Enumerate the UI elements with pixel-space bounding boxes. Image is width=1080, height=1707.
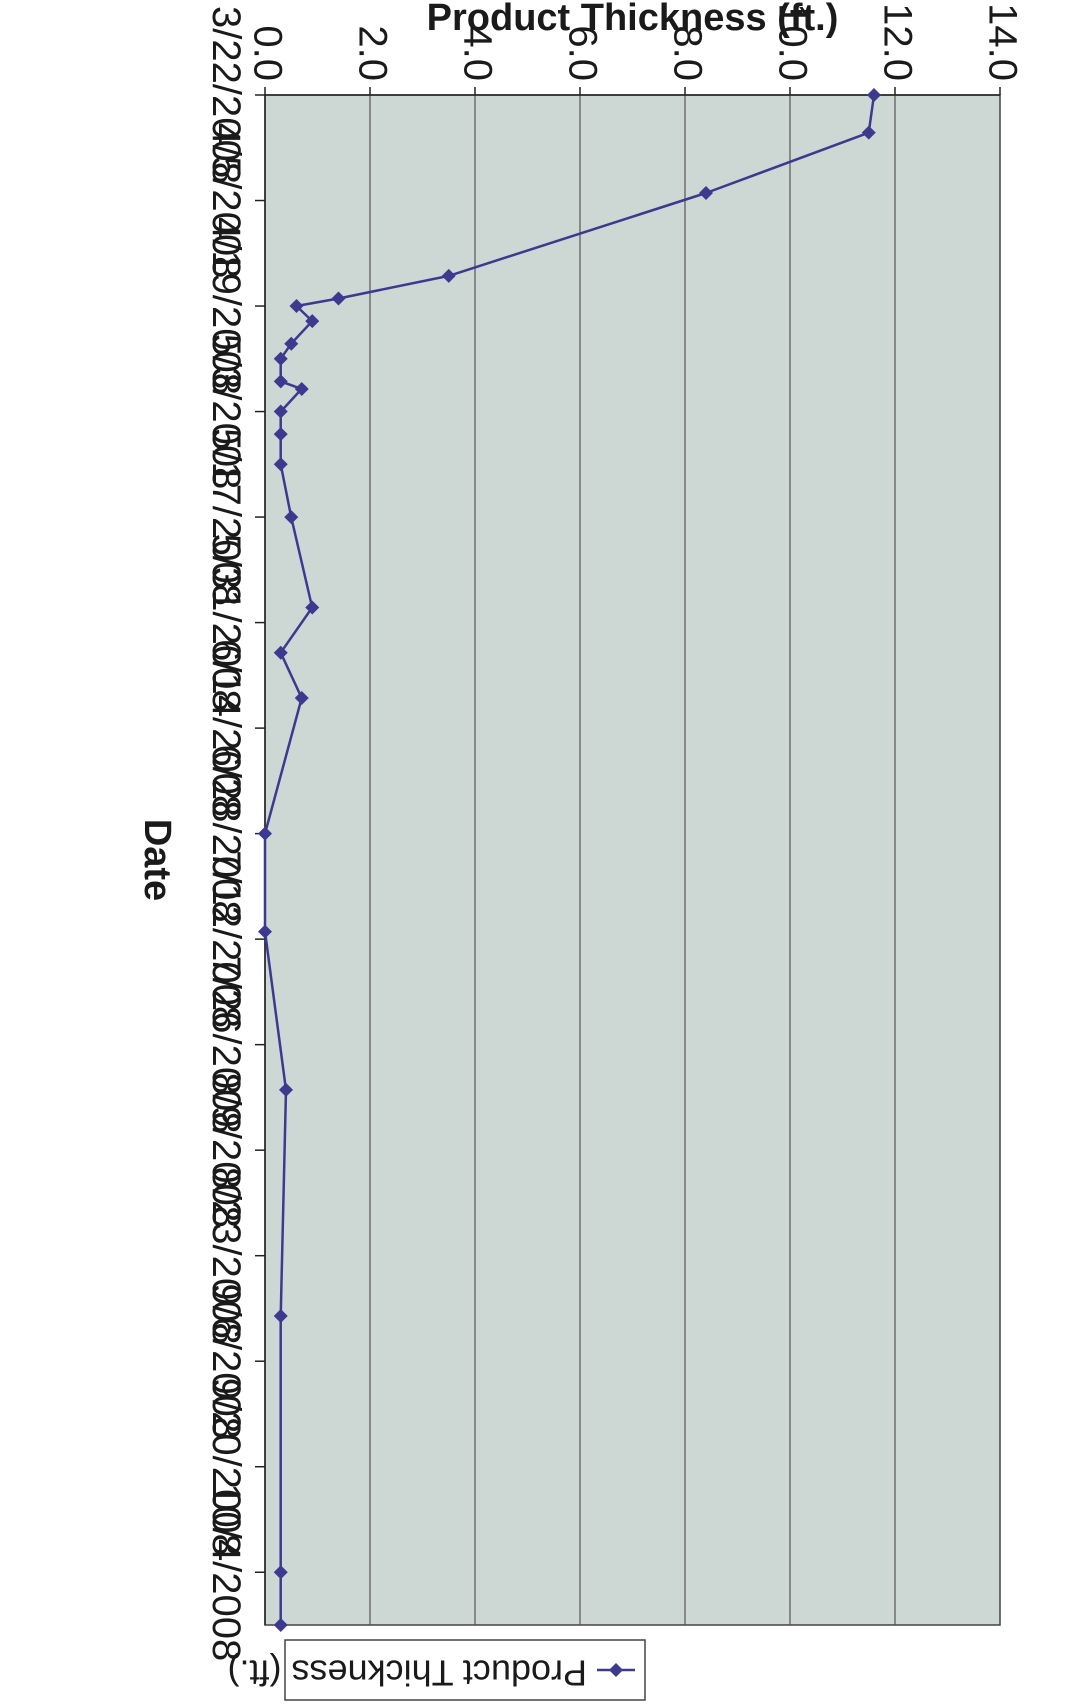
y-tick-label: 8.0	[665, 25, 709, 81]
data-point	[305, 600, 320, 615]
series	[258, 88, 881, 1632]
data-point	[305, 314, 320, 329]
data-point	[273, 1308, 288, 1323]
y-tick-label: 4.0	[455, 25, 499, 81]
data-point	[273, 374, 288, 389]
legend-diamond-marker	[609, 1663, 623, 1677]
data-point	[258, 826, 272, 841]
x-tick-label: 9/6/2008	[204, 1283, 248, 1439]
y-tick-label: 2.0	[350, 25, 394, 81]
data-point	[273, 427, 288, 442]
y-tick-label: 10.0	[770, 3, 814, 81]
data-point	[284, 336, 299, 351]
data-point	[273, 457, 288, 472]
data-point	[289, 299, 304, 314]
x-tick-label: 4/5/2008	[204, 123, 248, 279]
data-point	[273, 1565, 288, 1580]
series-line	[263, 94, 876, 1625]
legend: Product Thickness (ft.)	[228, 1639, 646, 1701]
gridlines	[369, 95, 896, 1625]
y-tick-label: 14.0	[980, 3, 1024, 81]
y-tick-label: 12.0	[875, 3, 919, 81]
data-point	[331, 291, 346, 306]
y-tick-label: 0.0	[245, 25, 289, 81]
data-point	[273, 351, 288, 366]
data-point	[273, 645, 288, 660]
y-tick-label: 6.0	[560, 25, 604, 81]
data-point	[273, 404, 288, 419]
data-point	[294, 690, 309, 705]
x-tick-label: 5/17/2008	[204, 428, 248, 606]
data-point	[258, 924, 272, 939]
x-tick-label: 8/23/2008	[204, 1167, 248, 1345]
x-tick-label: 9/20/2008	[204, 1378, 248, 1556]
x-tick-label: 6/28/2008	[204, 745, 248, 923]
data-point	[284, 510, 299, 525]
y-axis-title: Product Thickness (ft.)	[427, 0, 839, 39]
x-tick-label: 8/9/2008	[204, 1072, 248, 1228]
data-point	[279, 1082, 293, 1097]
x-axis-title: Date	[136, 819, 178, 901]
plot-group: 0.0 2.0 4.0 6.0 8.0 10.0 12.0 14.0 3/22/20084/5/…	[136, 0, 1024, 1701]
x-tick-label: 5/31/2008	[204, 534, 248, 712]
data-point	[441, 268, 456, 283]
x-tick-label: 4/19/2008	[204, 217, 248, 395]
x-tick-label: 7/12/2008	[204, 850, 248, 1028]
x-tick-label: 5/3/2008	[204, 334, 248, 490]
data-point	[294, 381, 309, 396]
plot-area	[264, 94, 1001, 1626]
x-tick-label: 10/4/2008	[204, 1483, 248, 1661]
data-point	[273, 1618, 288, 1632]
data-point	[867, 88, 881, 102]
data-point	[699, 185, 713, 200]
legend-box	[284, 1639, 646, 1701]
data-point	[861, 125, 876, 140]
x-tick-label: 3/22/2008	[204, 6, 248, 184]
tick-labels: 0.0 2.0 4.0 6.0 8.0 10.0 12.0 14.0 3/22/20084/5/…	[204, 3, 1024, 1661]
x-tick-label: 7/26/2008	[204, 956, 248, 1134]
x-tick-label: 6/14/2008	[204, 639, 248, 817]
legend-entry: Product Thickness (ft.)	[228, 1652, 587, 1693]
